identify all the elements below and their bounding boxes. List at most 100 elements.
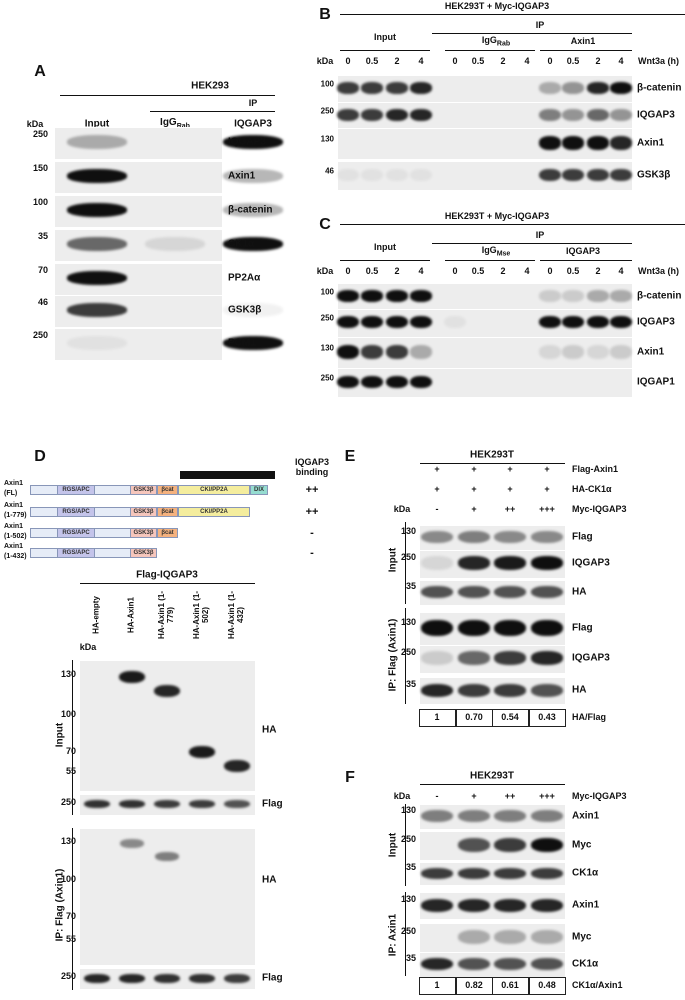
band bbox=[410, 375, 432, 389]
label: kDa bbox=[26, 119, 44, 130]
blot bbox=[80, 828, 255, 965]
band bbox=[223, 135, 283, 149]
band bbox=[531, 930, 563, 944]
side-label: Input bbox=[387, 547, 399, 573]
band bbox=[84, 973, 110, 983]
time-label: 0.5 bbox=[365, 56, 379, 67]
side-label: Input bbox=[54, 722, 66, 748]
band bbox=[587, 108, 609, 122]
band bbox=[84, 800, 110, 808]
band bbox=[458, 531, 490, 543]
side-label: Input bbox=[387, 832, 399, 858]
kda-marker: 130 bbox=[320, 134, 334, 144]
band bbox=[120, 838, 144, 848]
band bbox=[421, 867, 453, 879]
band bbox=[410, 108, 432, 122]
protein-label: β-catenin bbox=[637, 82, 682, 94]
band bbox=[458, 838, 490, 852]
band bbox=[458, 930, 490, 944]
rule bbox=[445, 260, 535, 261]
band bbox=[223, 203, 283, 217]
band bbox=[494, 586, 526, 598]
band bbox=[421, 556, 453, 570]
band bbox=[337, 345, 359, 359]
band bbox=[562, 290, 584, 302]
time-label: 2 bbox=[595, 56, 601, 67]
band bbox=[421, 683, 453, 697]
band bbox=[531, 810, 563, 822]
band bbox=[494, 556, 526, 570]
kda-marker: 100 bbox=[32, 197, 48, 208]
ratio-label: CK1α/Axin1 bbox=[572, 980, 623, 991]
band bbox=[587, 136, 609, 150]
band bbox=[410, 82, 432, 94]
protein-label: Flag bbox=[262, 798, 283, 810]
construct-name: Axin1 bbox=[4, 543, 24, 551]
band bbox=[145, 237, 205, 251]
rule bbox=[340, 260, 430, 261]
band bbox=[587, 168, 609, 182]
kda-marker: 250 bbox=[400, 647, 416, 658]
domain: GSK3β bbox=[130, 507, 157, 517]
band bbox=[539, 345, 561, 359]
panel-letter: C bbox=[319, 216, 331, 234]
kda-marker: 250 bbox=[320, 313, 334, 323]
band bbox=[386, 315, 408, 329]
band bbox=[224, 760, 250, 772]
protein-label: IQGAP3 bbox=[637, 316, 675, 328]
panel-letter: F bbox=[345, 769, 355, 787]
band bbox=[539, 290, 561, 302]
band bbox=[337, 82, 359, 94]
cell-line: HEK293 bbox=[191, 80, 229, 92]
band bbox=[562, 108, 584, 122]
protein-label: Axin1 bbox=[228, 170, 256, 182]
kda-marker: 100 bbox=[60, 874, 76, 885]
time-label: 4 bbox=[418, 266, 424, 277]
protein-label: Myc bbox=[572, 931, 592, 943]
band bbox=[458, 958, 490, 970]
protein-label: HA bbox=[262, 874, 277, 886]
domain: RGS/APC bbox=[57, 548, 95, 558]
protein-label: Flag bbox=[572, 531, 593, 543]
label: IP bbox=[248, 98, 258, 109]
band bbox=[410, 345, 432, 359]
kda-marker: 130 bbox=[320, 343, 334, 353]
kda-marker: 100 bbox=[320, 79, 334, 89]
band bbox=[531, 620, 563, 636]
rule bbox=[405, 892, 406, 976]
time-label: 2 bbox=[595, 266, 601, 277]
band bbox=[361, 168, 383, 182]
band bbox=[531, 898, 563, 912]
band bbox=[458, 556, 490, 570]
condition-sign: ++ bbox=[504, 504, 516, 515]
domain: GSK3β bbox=[130, 528, 157, 538]
panel-letter: D bbox=[34, 448, 46, 466]
condition-sign: + bbox=[471, 504, 477, 515]
label-sub: Rab bbox=[496, 40, 511, 48]
band bbox=[562, 82, 584, 94]
ratio-cell bbox=[492, 709, 529, 727]
condition-sign: + bbox=[434, 484, 440, 495]
band bbox=[494, 898, 526, 912]
band bbox=[531, 958, 563, 970]
time-label: 0.5 bbox=[365, 266, 379, 277]
kda-marker: 55 bbox=[65, 934, 76, 945]
condition-sign: + bbox=[544, 464, 550, 475]
time-label: 0 bbox=[452, 266, 458, 277]
protein-label: PCM1 bbox=[228, 337, 256, 349]
band bbox=[494, 651, 526, 665]
rule bbox=[405, 804, 406, 886]
band bbox=[458, 586, 490, 598]
band bbox=[361, 315, 383, 329]
panel-letter: B bbox=[319, 6, 331, 24]
label: kDa bbox=[393, 791, 411, 802]
kda-marker: 35 bbox=[37, 231, 48, 242]
lane-label: Input bbox=[84, 118, 110, 130]
cell-line: HEK293T bbox=[470, 770, 514, 782]
ratio-value: 1 bbox=[434, 712, 440, 723]
domain: DIX bbox=[250, 485, 268, 495]
blot bbox=[420, 525, 565, 550]
kda-marker: 46 bbox=[325, 166, 334, 176]
binding-score: - bbox=[310, 526, 314, 539]
